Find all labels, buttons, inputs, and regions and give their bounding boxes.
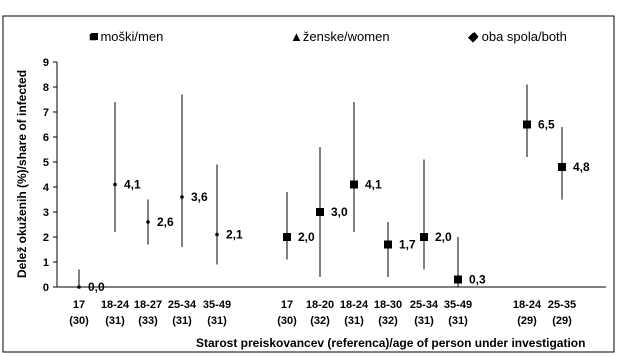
y-tick-label: 0 <box>43 282 49 294</box>
y-tick-label: 3 <box>43 207 49 219</box>
x-tick-label: 25-34 <box>168 299 197 311</box>
data-label: 1,7 <box>399 238 416 252</box>
data-point <box>113 182 117 187</box>
legend: ■ moški/men ▲ženske/women ◆ oba spola/bo… <box>89 29 567 44</box>
data-label: 3,0 <box>331 205 348 219</box>
x-tick-sample-size: (32) <box>310 315 330 327</box>
x-tick-label: 17 <box>73 299 85 311</box>
data-label: 0,0 <box>88 280 105 294</box>
y-tick-label: 7 <box>43 107 49 119</box>
x-tick-label: 35-49 <box>203 299 231 311</box>
y-tick-label: 8 <box>43 82 49 94</box>
x-tick-label: 18-24 <box>513 299 542 311</box>
data-point <box>146 220 150 224</box>
data-point <box>215 232 219 237</box>
data-point <box>283 233 291 241</box>
x-tick-label: 17 <box>281 299 293 311</box>
data-point <box>454 275 462 284</box>
data-point <box>77 285 81 289</box>
data-label: 3,6 <box>191 190 208 204</box>
y-tick-label: 1 <box>43 257 49 269</box>
data-label: 4,8 <box>573 160 590 174</box>
legend-men-label: ■ moški/men <box>89 29 163 44</box>
x-axis-label: Starost preiskovancev (referenca)/age of… <box>196 336 585 350</box>
x-tick-sample-size: (31) <box>448 315 468 327</box>
data-point <box>420 233 428 241</box>
x-tick-label: 25-34 <box>410 299 439 311</box>
y-tick-label: 9 <box>43 57 49 69</box>
data-label: 4,1 <box>124 178 141 192</box>
x-tick-label: 18-24 <box>340 299 369 311</box>
legend-women-label: ▲ženske/women <box>290 29 390 44</box>
chart-frame <box>2 15 615 353</box>
y-ticks: 0 1 2 3 4 5 6 7 8 9 <box>43 57 57 294</box>
y-tick-label: 2 <box>43 232 49 244</box>
x-tick-label: 18-27 <box>134 299 162 311</box>
legend-men-marker <box>91 33 98 40</box>
x-tick-sample-size: (29) <box>552 315 572 327</box>
data-point <box>523 120 531 129</box>
y-tick-label: 6 <box>43 132 49 144</box>
y-tick-label: 4 <box>43 182 50 194</box>
data-point <box>316 208 324 216</box>
data-point <box>180 195 184 199</box>
x-tick-sample-size: (33) <box>138 315 158 327</box>
x-tick-label: 18-20 <box>306 299 334 311</box>
y-tick-label: 5 <box>43 157 49 169</box>
data-point <box>558 163 566 171</box>
x-tick-sample-size: (30) <box>69 315 89 327</box>
data-label: 2,6 <box>157 215 174 229</box>
x-tick-label: 18-30 <box>374 299 402 311</box>
data-label: 2,1 <box>226 228 243 242</box>
data-point <box>350 180 358 189</box>
y-axis-label: Delež okuženih (%)/share of infected <box>15 70 29 278</box>
x-tick-sample-size: (31) <box>414 315 434 327</box>
x-tick-sample-size: (31) <box>207 315 227 327</box>
x-tick-sample-size: (30) <box>277 315 297 327</box>
y-axis: 0 1 2 3 4 5 6 7 8 9 <box>43 57 58 294</box>
data-label: 4,1 <box>365 178 382 192</box>
plot-area: 0,0 4,1 2,6 3,6 2,1 2,0 3,0 4,1 1,7 2,0 0,3 6,5 4,8 <box>77 84 590 294</box>
x-tick-sample-size: (31) <box>172 315 192 327</box>
data-label: 2,0 <box>298 230 315 244</box>
x-tick-label: 25-35 <box>548 299 576 311</box>
x-ticks: 17 (30) 18-24 (31) 18-27 (33) 25-34 (31) 35-49 (3… <box>69 299 576 327</box>
x-tick-label: 18-24 <box>101 299 130 311</box>
x-tick-sample-size: (29) <box>517 315 537 327</box>
x-tick-sample-size: (31) <box>344 315 364 327</box>
x-tick-sample-size: (32) <box>378 315 398 327</box>
data-point <box>384 240 392 249</box>
legend-both-marker <box>470 32 479 41</box>
data-label: 0,3 <box>469 273 486 287</box>
data-label: 2,0 <box>435 230 452 244</box>
data-label: 6,5 <box>538 118 555 132</box>
x-tick-label: 35-49 <box>444 299 472 311</box>
x-tick-sample-size: (31) <box>105 315 125 327</box>
legend-both-label: ◆ oba spola/both <box>468 29 567 44</box>
